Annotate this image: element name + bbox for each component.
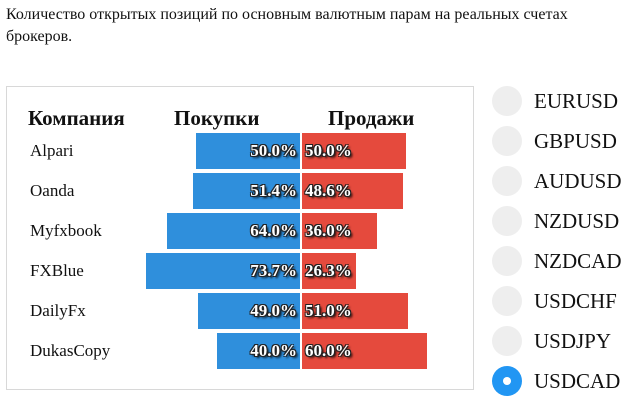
pair-label[interactable]: USDCHF [534, 289, 617, 313]
radio-button[interactable] [492, 126, 522, 156]
company-name: Alpari [30, 141, 74, 160]
sell-bar: 50.0% [301, 133, 406, 169]
sell-bar: 60.0% [301, 333, 427, 369]
sell-bar: 48.6% [301, 173, 403, 209]
sell-percent-label: 48.6% [305, 181, 352, 200]
pair-label[interactable]: EURUSD [534, 89, 619, 113]
intro-text: Количество открытых позиций по основным … [6, 6, 568, 45]
company-header: Компания [28, 106, 125, 130]
pair-label[interactable]: AUDUSD [534, 169, 622, 193]
sell-percent-label: 36.0% [305, 221, 352, 240]
buys-header: Покупки [174, 106, 260, 130]
sell-percent-label: 60.0% [305, 341, 352, 360]
buy-percent-label: 40.0% [250, 341, 297, 360]
buy-bar: 40.0% [217, 333, 301, 369]
buy-bar: 64.0% [167, 213, 301, 249]
buy-bar: 49.0% [198, 293, 301, 329]
company-name: Myfxbook [30, 221, 102, 240]
company-name: FXBlue [30, 261, 84, 280]
sell-bar: 51.0% [301, 293, 408, 329]
company-name: DailyFx [30, 301, 86, 320]
buy-percent-label: 64.0% [250, 221, 297, 240]
radio-button[interactable] [492, 86, 522, 116]
buy-bar: 51.4% [193, 173, 301, 209]
company-name: DukasCopy [30, 341, 111, 360]
sell-percent-label: 50.0% [305, 141, 352, 160]
pair-label[interactable]: NZDCAD [534, 249, 622, 273]
buy-percent-label: 50.0% [250, 141, 297, 160]
radio-button[interactable] [492, 366, 522, 396]
sells-header: Продажи [328, 106, 415, 130]
sell-bar: 26.3% [301, 253, 356, 289]
buy-percent-label: 51.4% [250, 181, 297, 200]
radio-button[interactable] [492, 286, 522, 316]
buy-percent-label: 49.0% [250, 301, 297, 320]
pair-label[interactable]: NZDUSD [534, 209, 620, 233]
company-name: Oanda [30, 181, 75, 200]
radio-button[interactable] [492, 326, 522, 356]
sell-percent-label: 26.3% [305, 261, 352, 280]
sell-bar: 36.0% [301, 213, 377, 249]
buy-bar: 73.7% [146, 253, 301, 289]
pair-label[interactable]: USDCAD [534, 369, 621, 393]
radio-button[interactable] [492, 246, 522, 276]
buy-percent-label: 73.7% [250, 261, 297, 280]
buy-bar: 50.0% [196, 133, 301, 169]
sell-percent-label: 51.0% [305, 301, 352, 320]
pair-label[interactable]: GBPUSD [534, 129, 617, 153]
pair-label[interactable]: USDJPY [534, 329, 612, 353]
center-divider [300, 128, 302, 372]
radio-button[interactable] [492, 166, 522, 196]
radio-button[interactable] [492, 206, 522, 236]
